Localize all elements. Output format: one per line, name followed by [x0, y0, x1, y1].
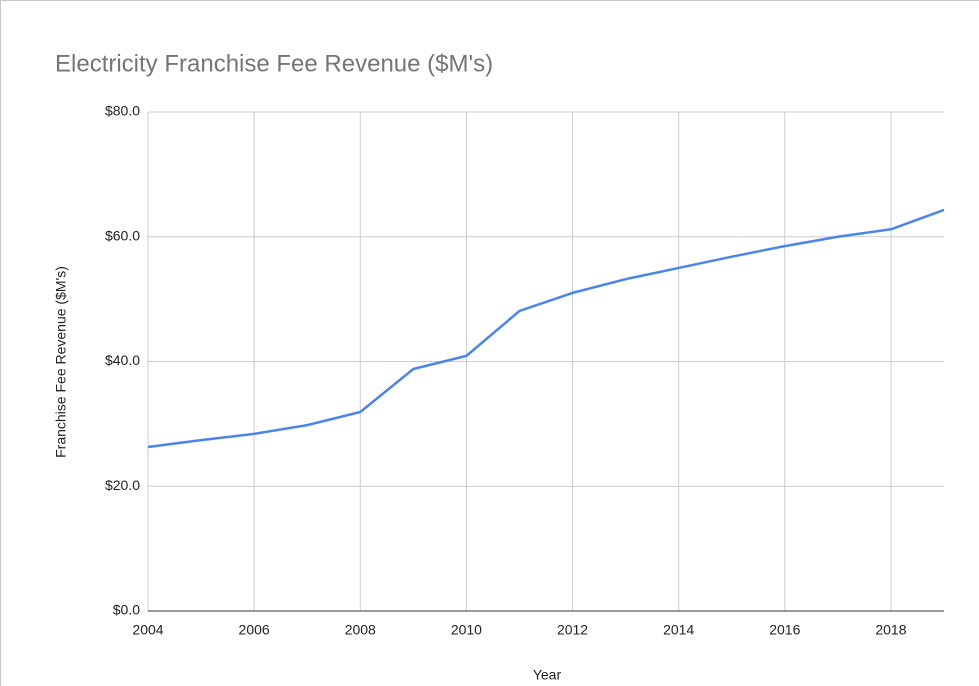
- x-tick-label: 2008: [345, 622, 376, 638]
- x-tick-label: 2004: [132, 622, 163, 638]
- data-line: [147, 208, 945, 449]
- x-tick-label: 2016: [769, 622, 800, 638]
- chart-title: Electricity Franchise Fee Revenue ($M's): [55, 50, 493, 77]
- y-tick-label: $40.0: [105, 352, 140, 368]
- x-tick-label: 2012: [557, 622, 588, 638]
- y-axis-label: Franchise Fee Revenue ($M's): [53, 266, 69, 458]
- x-tick-label: 2014: [663, 622, 694, 638]
- y-tick-label: $60.0: [105, 227, 140, 243]
- x-axis-label: Year: [533, 667, 562, 683]
- y-tick-label: $20.0: [105, 477, 140, 493]
- x-tick-label: 2006: [239, 622, 270, 638]
- y-tick-label: $80.0: [105, 103, 140, 119]
- x-tick-label: 2018: [875, 622, 906, 638]
- y-tick-label: $0.0: [113, 602, 140, 618]
- x-tick-label: 2010: [451, 622, 482, 638]
